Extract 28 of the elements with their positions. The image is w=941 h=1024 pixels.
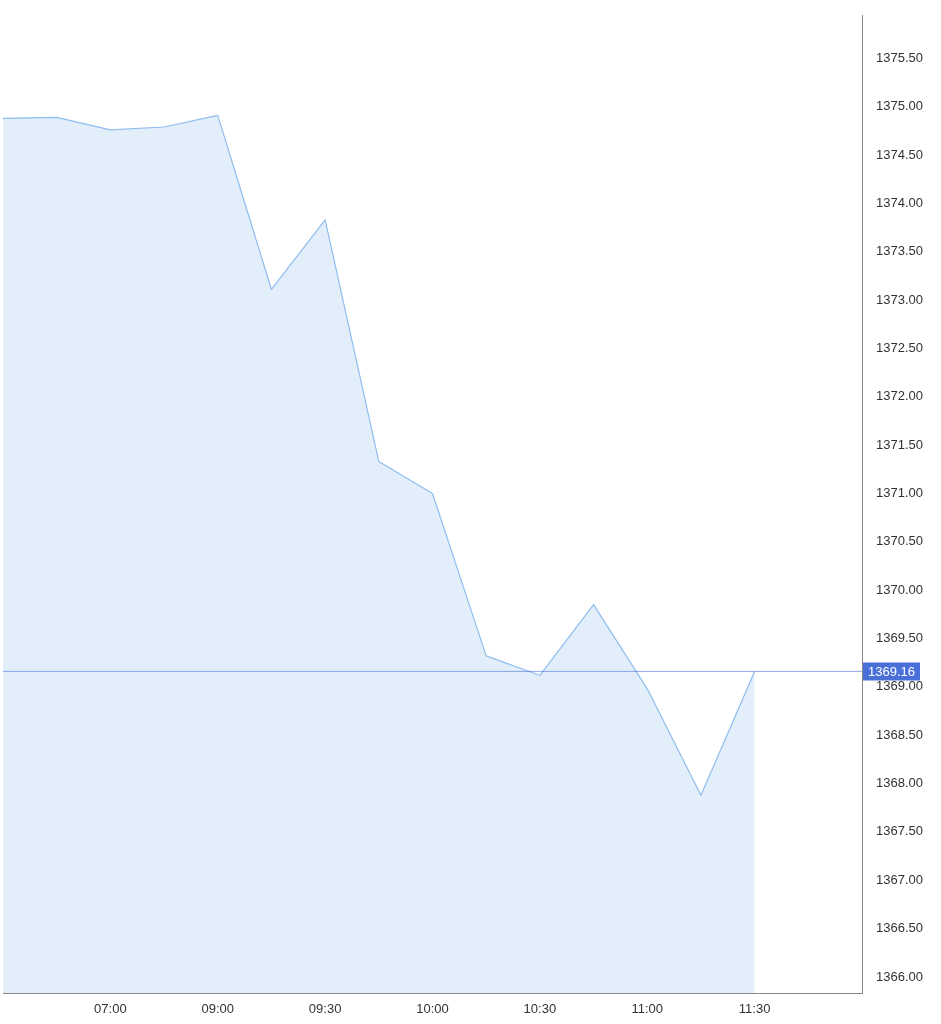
ref-line-label: 1369.16 — [868, 663, 916, 679]
y-tick-label: 1374.50 — [876, 146, 924, 162]
y-tick-label: 1367.50 — [876, 823, 924, 839]
x-tick-label: 09:30 — [308, 1000, 342, 1016]
x-tick-label: 07:00 — [94, 1000, 127, 1016]
x-tick-label: 09:00 — [201, 1000, 235, 1016]
y-tick-label: 1368.50 — [876, 726, 924, 742]
x-tick-label: 10:30 — [523, 1000, 557, 1016]
y-tick-label: 1369.50 — [876, 630, 924, 646]
y-tick-label: 1371.50 — [876, 436, 924, 452]
y-tick-label: 1375.00 — [876, 98, 924, 114]
y-tick-label: 1371.00 — [876, 485, 924, 501]
x-tick-label: 11:00 — [631, 1000, 664, 1016]
y-tick-label: 1372.50 — [876, 340, 924, 356]
x-tick-label: 11:30 — [738, 1000, 771, 1016]
y-tick-label: 1366.00 — [876, 968, 924, 984]
y-tick-label: 1370.50 — [876, 533, 924, 549]
y-tick-label: 1375.50 — [876, 49, 924, 65]
y-tick-label: 1373.50 — [876, 243, 924, 259]
y-tick-label: 1372.00 — [876, 388, 924, 404]
y-tick-label: 1367.00 — [876, 871, 924, 887]
y-tick-label: 1366.50 — [876, 920, 924, 936]
y-tick-label: 1370.00 — [876, 581, 924, 597]
y-tick-label: 1369.00 — [876, 678, 924, 694]
y-tick-label: 1374.00 — [876, 194, 924, 210]
x-tick-label: 10:00 — [416, 1000, 449, 1016]
y-tick-label: 1368.00 — [876, 775, 924, 791]
y-tick-label: 1373.00 — [876, 291, 924, 307]
